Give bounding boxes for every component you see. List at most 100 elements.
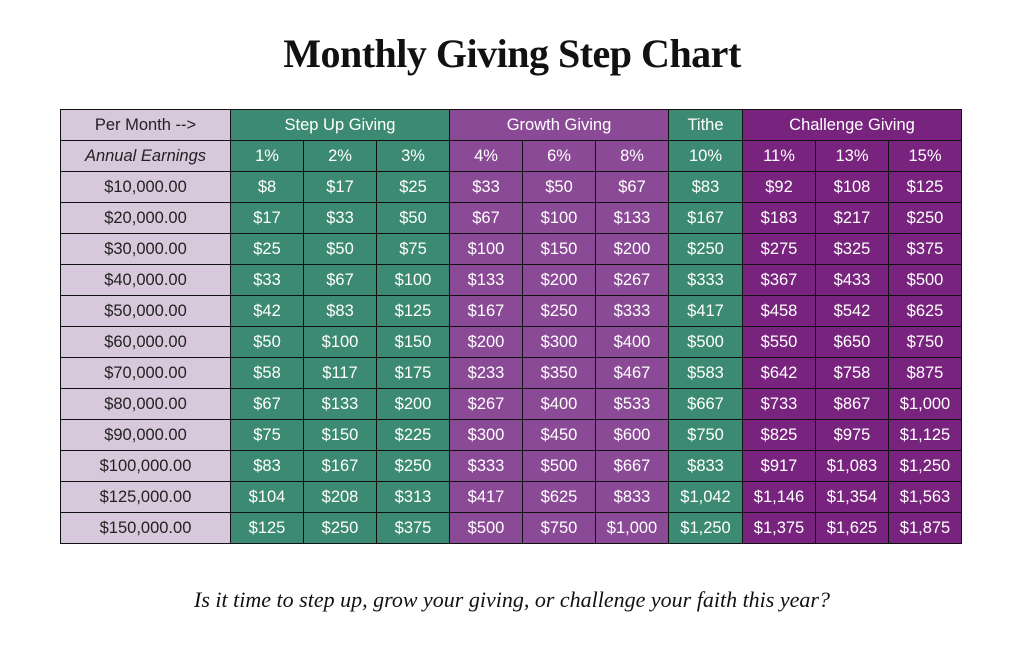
amount-cell: $433 [815, 264, 889, 296]
group-header: Step Up Giving [230, 109, 450, 141]
amount-cell: $417 [668, 295, 743, 327]
amount-cell: $975 [815, 419, 889, 451]
amount-cell: $167 [668, 202, 743, 234]
amount-cell: $550 [742, 326, 816, 358]
amount-cell: $83 [230, 450, 304, 482]
amount-cell: $50 [522, 171, 596, 203]
table-row: $40,000.00 $33 $67 $100 $133 $200 $267 $333 $367… [60, 264, 962, 296]
amount-cell: $67 [303, 264, 377, 296]
amount-cell: $83 [668, 171, 743, 203]
amount-cell: $825 [742, 419, 816, 451]
amount-cell: $50 [303, 233, 377, 265]
amount-cell: $33 [230, 264, 304, 296]
earnings-cell: $40,000.00 [60, 264, 231, 296]
amount-cell: $104 [230, 481, 304, 513]
rate-header-row: Annual Earnings 1% 2% 3% 4% 6% 8% 10% 11% 13% 15% [60, 140, 962, 172]
rate-header: 13% [815, 140, 889, 172]
amount-cell: $167 [303, 450, 377, 482]
amount-cell: $325 [815, 233, 889, 265]
amount-cell: $233 [449, 357, 523, 389]
amount-cell: $875 [888, 357, 962, 389]
amount-cell: $275 [742, 233, 816, 265]
amount-cell: $667 [595, 450, 669, 482]
amount-cell: $1,250 [668, 512, 743, 544]
rate-header: 3% [376, 140, 450, 172]
amount-cell: $150 [376, 326, 450, 358]
amount-cell: $625 [522, 481, 596, 513]
amount-cell: $100 [449, 233, 523, 265]
amount-cell: $17 [303, 171, 377, 203]
table-row: $20,000.00 $17 $33 $50 $67 $100 $133 $167 $183 $2… [60, 202, 962, 234]
amount-cell: $750 [668, 419, 743, 451]
amount-cell: $33 [303, 202, 377, 234]
amount-cell: $100 [522, 202, 596, 234]
amount-cell: $8 [230, 171, 304, 203]
amount-cell: $542 [815, 295, 889, 327]
amount-cell: $367 [742, 264, 816, 296]
amount-cell: $333 [668, 264, 743, 296]
earnings-cell: $20,000.00 [60, 202, 231, 234]
amount-cell: $133 [449, 264, 523, 296]
amount-cell: $250 [522, 295, 596, 327]
earnings-cell: $60,000.00 [60, 326, 231, 358]
rate-header: 8% [595, 140, 669, 172]
amount-cell: $217 [815, 202, 889, 234]
amount-cell: $650 [815, 326, 889, 358]
amount-cell: $167 [449, 295, 523, 327]
amount-cell: $1,000 [888, 388, 962, 420]
amount-cell: $733 [742, 388, 816, 420]
amount-cell: $200 [449, 326, 523, 358]
amount-cell: $1,875 [888, 512, 962, 544]
earnings-cell: $90,000.00 [60, 419, 231, 451]
amount-cell: $833 [668, 450, 743, 482]
amount-cell: $75 [230, 419, 304, 451]
amount-cell: $150 [522, 233, 596, 265]
table-row: $150,000.00 $125 $250 $375 $500 $750 $1,000 $1,… [60, 512, 962, 544]
amount-cell: $500 [668, 326, 743, 358]
amount-cell: $667 [668, 388, 743, 420]
rate-header: 15% [888, 140, 962, 172]
group-header: Growth Giving [449, 109, 669, 141]
amount-cell: $583 [668, 357, 743, 389]
amount-cell: $67 [449, 202, 523, 234]
annual-earnings-label: Annual Earnings [60, 140, 231, 172]
amount-cell: $125 [888, 171, 962, 203]
amount-cell: $17 [230, 202, 304, 234]
amount-cell: $1,042 [668, 481, 743, 513]
amount-cell: $500 [522, 450, 596, 482]
amount-cell: $58 [230, 357, 304, 389]
amount-cell: $1,563 [888, 481, 962, 513]
amount-cell: $1,250 [888, 450, 962, 482]
group-header: Tithe [668, 109, 743, 141]
per-month-label: Per Month --> [60, 109, 231, 141]
amount-cell: $250 [888, 202, 962, 234]
rate-header: 2% [303, 140, 377, 172]
giving-table: Per Month --> Step Up Giving Growth Giving… [60, 109, 962, 544]
amount-cell: $125 [230, 512, 304, 544]
earnings-cell: $150,000.00 [60, 512, 231, 544]
table-row: $60,000.00 $50 $100 $150 $200 $300 $400 $500 $55… [60, 326, 962, 358]
amount-cell: $450 [522, 419, 596, 451]
amount-cell: $1,375 [742, 512, 816, 544]
table-row: $100,000.00 $83 $167 $250 $333 $500 $667 $833 $9… [60, 450, 962, 482]
amount-cell: $313 [376, 481, 450, 513]
amount-cell: $200 [376, 388, 450, 420]
table-row: $80,000.00 $67 $133 $200 $267 $400 $533 $667 $73… [60, 388, 962, 420]
earnings-cell: $100,000.00 [60, 450, 231, 482]
amount-cell: $758 [815, 357, 889, 389]
rate-header: 6% [522, 140, 596, 172]
earnings-cell: $80,000.00 [60, 388, 231, 420]
earnings-cell: $125,000.00 [60, 481, 231, 513]
amount-cell: $150 [303, 419, 377, 451]
amount-cell: $108 [815, 171, 889, 203]
amount-cell: $333 [449, 450, 523, 482]
earnings-cell: $70,000.00 [60, 357, 231, 389]
amount-cell: $400 [595, 326, 669, 358]
amount-cell: $350 [522, 357, 596, 389]
rate-header: 10% [668, 140, 743, 172]
amount-cell: $500 [888, 264, 962, 296]
amount-cell: $917 [742, 450, 816, 482]
amount-cell: $1,146 [742, 481, 816, 513]
amount-cell: $1,354 [815, 481, 889, 513]
amount-cell: $183 [742, 202, 816, 234]
